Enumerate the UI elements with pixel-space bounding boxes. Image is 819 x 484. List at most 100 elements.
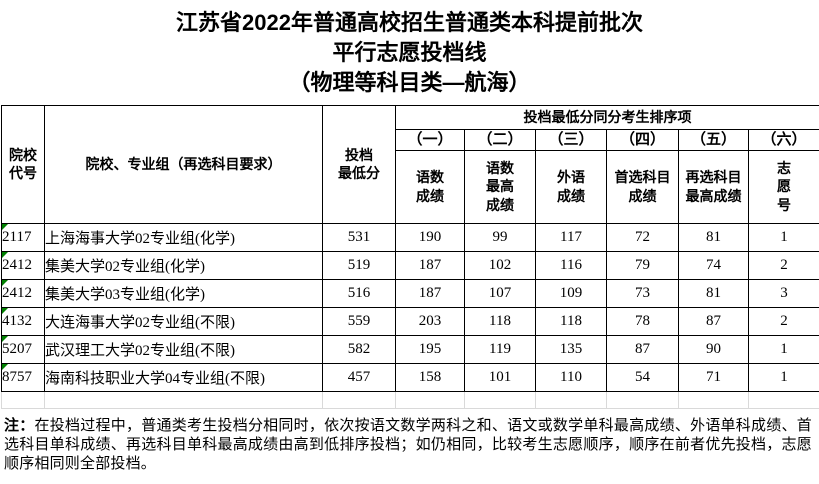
cell-tiebreak-1: 187 [395,278,465,308]
cell-tiebreak-4: 54 [606,362,679,392]
table-row: 2412 集美大学03专业组(化学) 516 187 107 109 73 81… [1,278,819,308]
table-row: 5207 武汉理工大学02专业组(不限) 582 195 119 135 87 … [1,334,819,364]
cell-college-code: 4132 [1,306,45,336]
empty-cell [45,391,323,408]
empty-cell [749,392,819,408]
text-flag-icon [2,224,8,230]
page-title: 江苏省2022年普通高校招生普通类本科提前批次 平行志愿投档线 （物理等科目类—… [0,0,819,98]
header-tiebreak-label-5: 再选科目 最高成绩 [678,149,749,224]
cell-tiebreak-3: 135 [535,334,607,364]
cell-tiebreak-4: 73 [606,278,679,308]
empty-cell [607,391,679,408]
cell-college-group: 集美大学02专业组(化学) [44,250,323,280]
header-tiebreak-num-5: （五） [678,129,749,151]
cell-tiebreak-5: 90 [678,334,749,364]
cell-tiebreak-2: 101 [464,362,536,392]
table-row: 2117 上海海事大学02专业组(化学) 531 190 99 117 72 8… [1,222,819,252]
title-line-1: 江苏省2022年普通高校招生普通类本科提前批次 [176,10,643,35]
header-tiebreak-num-6: （六） [747,129,819,151]
cell-tiebreak-1: 158 [395,362,465,392]
empty-spreadsheet-row [1,391,819,409]
cell-min-score: 516 [322,278,396,308]
cell-tiebreak-5: 74 [678,250,749,280]
header-tiebreak-label-2: 语数 最高 成绩 [464,149,536,224]
header-tiebreak-num-1: （一） [395,129,465,151]
college-code-value: 4132 [2,312,33,329]
header-tiebreak-num-4: （四） [606,129,679,151]
cell-tiebreak-2: 119 [464,334,536,364]
cell-tiebreak-1: 190 [395,222,465,252]
empty-cell [536,391,607,408]
empty-cell [679,391,749,408]
cell-tiebreak-2: 99 [464,222,536,252]
cell-tiebreak-2: 102 [464,250,536,280]
admission-score-table: 院校 代号 院校、专业组（再选科目要求） 投档 最低分 投档最低分同分考生排序项… [1,105,819,392]
cell-college-code: 8757 [1,362,45,392]
text-flag-icon [2,252,8,258]
title-line-2: 平行志愿投档线 [332,40,487,65]
cell-college-group: 大连海事大学02专业组(不限) [44,306,323,336]
cell-volunteer-no: 1 [747,362,819,392]
cell-tiebreak-4: 79 [606,250,679,280]
text-flag-icon [2,280,8,286]
cell-tiebreak-5: 87 [678,306,749,336]
footnote-text: 在投档过程中，普通类考生投档分相同时，依次按语文数学两科之和、语文或数学单科最高… [4,416,812,472]
college-code-value: 2412 [2,284,33,301]
header-tiebreak-title: 投档最低分同分考生排序项 [394,105,819,130]
table-row: 4132 大连海事大学02专业组(不限) 559 203 118 118 78 … [1,306,819,336]
text-flag-icon [2,308,8,314]
college-code-value: 8757 [2,368,33,385]
cell-tiebreak-3: 110 [535,362,607,392]
cell-min-score: 559 [322,306,396,336]
cell-tiebreak-3: 109 [535,278,607,308]
empty-cell [396,391,465,408]
text-flag-icon [2,364,8,370]
cell-tiebreak-3: 118 [535,306,607,336]
table-row: 8757 海南科技职业大学04专业组(不限) 457 158 101 110 5… [1,362,819,392]
cell-tiebreak-5: 81 [678,278,749,308]
cell-volunteer-no: 1 [747,222,819,252]
empty-cell [2,391,45,408]
cell-volunteer-no: 2 [747,306,819,336]
cell-tiebreak-2: 107 [464,278,536,308]
cell-min-score: 457 [322,362,396,392]
cell-tiebreak-4: 87 [606,334,679,364]
table-row: 2412 集美大学02专业组(化学) 519 187 102 116 79 74… [1,250,819,280]
cell-min-score: 519 [322,250,396,280]
header-min-score: 投档 最低分 [322,105,396,224]
college-code-value: 2117 [2,228,32,245]
cell-tiebreak-4: 78 [606,306,679,336]
cell-tiebreak-5: 71 [678,362,749,392]
cell-college-group: 武汉理工大学02专业组(不限) [44,334,323,364]
header-tiebreak-label-3: 外语 成绩 [535,149,607,224]
cell-tiebreak-1: 187 [395,250,465,280]
footnote-label: 注： [4,416,35,434]
text-flag-icon [2,336,8,342]
cell-volunteer-no: 2 [747,250,819,280]
empty-cell [465,391,536,408]
header-tiebreak-label-6: 志 愿 号 [747,149,819,224]
cell-tiebreak-2: 118 [464,306,536,336]
cell-min-score: 531 [322,222,396,252]
cell-tiebreak-1: 195 [395,334,465,364]
title-line-3: （物理等科目类—航海） [288,70,531,95]
cell-tiebreak-4: 72 [606,222,679,252]
cell-college-group: 上海海事大学02专业组(化学) [44,222,323,252]
college-code-value: 2412 [2,256,33,273]
cell-college-code: 2412 [1,250,45,280]
cell-tiebreak-3: 117 [535,222,607,252]
cell-min-score: 582 [322,334,396,364]
cell-tiebreak-1: 203 [395,306,465,336]
cell-tiebreak-5: 81 [678,222,749,252]
header-tiebreak-label-4: 首选科目 成绩 [606,149,679,224]
header-tiebreak-num-2: （二） [464,129,536,151]
header-tiebreak-label-1: 语数 成绩 [395,149,465,224]
cell-college-code: 2117 [1,222,45,252]
cell-college-group: 海南科技职业大学04专业组(不限) [44,362,323,392]
cell-college-code: 2412 [1,278,45,308]
footnote: 注：在投档过程中，普通类考生投档分相同时，依次按语文数学两科之和、语文或数学单科… [4,416,812,473]
cell-tiebreak-3: 116 [535,250,607,280]
cell-volunteer-no: 1 [747,334,819,364]
cell-college-code: 5207 [1,334,45,364]
